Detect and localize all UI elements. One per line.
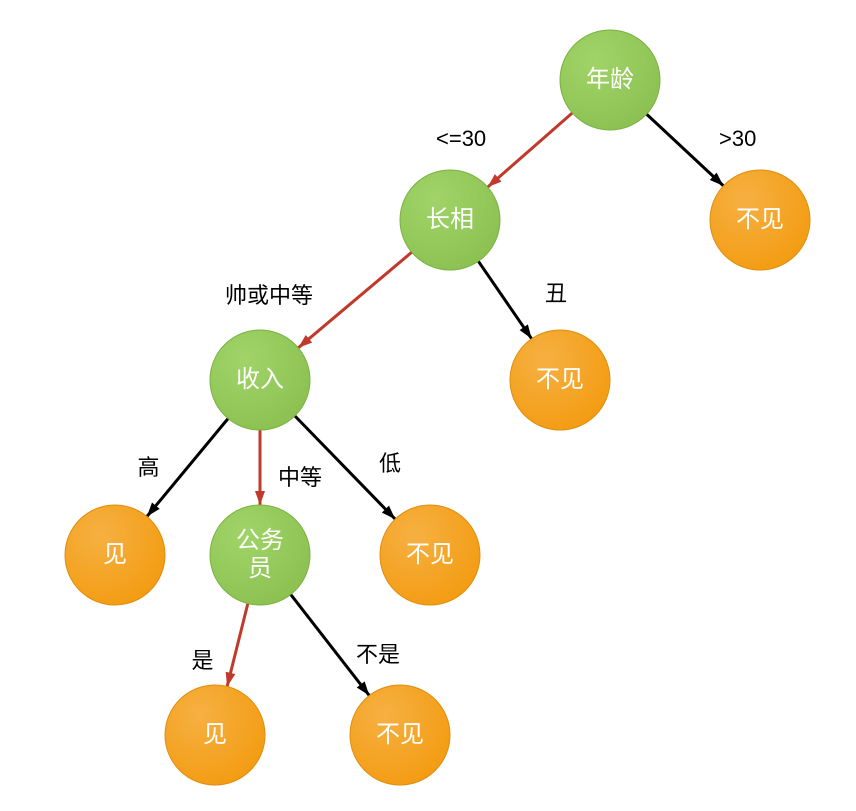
edge-label-age-nosee_age: >30 [719, 126, 756, 152]
node-label-civil: 公务 员 [210, 505, 310, 605]
edge-label-civil-nosee_no: 不是 [356, 637, 400, 669]
edge-civil-see_yes [226, 604, 248, 687]
edge-age-looks [488, 113, 573, 187]
edge-label-age-looks: <=30 [436, 126, 486, 152]
edge-label-income-see_high: 高 [138, 450, 160, 482]
node-label-nosee_looks: 不见 [510, 330, 610, 430]
node-label-nosee_age: 不见 [710, 170, 810, 270]
edge-income-civil [255, 430, 265, 505]
node-label-age: 年龄 [560, 30, 660, 130]
node-label-nosee_low: 不见 [380, 505, 480, 605]
edge-looks-income [298, 252, 412, 348]
node-label-income: 收入 [210, 330, 310, 430]
node-label-nosee_no: 不见 [350, 685, 450, 785]
edge-label-income-civil: 中等 [278, 460, 322, 492]
node-label-looks: 长相 [400, 170, 500, 270]
node-label-see_high: 见 [65, 505, 165, 605]
decision-tree-canvas: <=30>30帅或中等丑高中等低是不是年龄不见长相不见收入见公务 员不见见不见 [0, 0, 856, 811]
edge-label-looks-income: 帅或中等 [225, 278, 313, 310]
edge-label-looks-nosee_looks: 丑 [545, 276, 567, 308]
edge-label-income-nosee_low: 低 [379, 446, 401, 478]
node-label-see_yes: 见 [165, 685, 265, 785]
edge-looks-nosee_looks [478, 261, 531, 339]
edge-age-nosee_age [647, 114, 724, 186]
edge-label-civil-see_yes: 是 [192, 643, 214, 675]
edges-layer [0, 0, 856, 811]
